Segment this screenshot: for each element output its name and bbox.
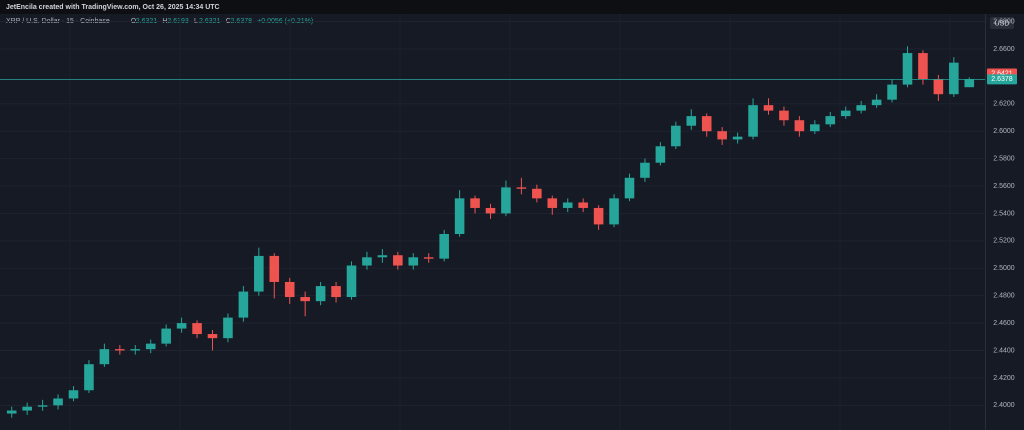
candle-body xyxy=(470,198,480,208)
candle-body xyxy=(393,255,403,266)
candle-body xyxy=(22,406,32,411)
y-tick-label: 2.4400 xyxy=(993,347,1015,354)
y-tick-label: 2.6200 xyxy=(993,101,1015,108)
candle-body xyxy=(53,398,63,406)
candle-body xyxy=(408,257,419,266)
candle-body xyxy=(933,79,944,95)
header-text: JetEncila created with TradingView.com, … xyxy=(6,4,220,11)
y-tick-label: 2.5200 xyxy=(993,238,1015,245)
currency-label: USD xyxy=(995,20,1010,27)
candle-body xyxy=(887,84,897,100)
candle-body xyxy=(902,53,913,85)
candle-body xyxy=(223,317,233,339)
candle-body xyxy=(717,131,727,140)
candle-body xyxy=(701,116,712,132)
candle-body xyxy=(192,323,202,335)
candle-body xyxy=(732,136,743,140)
candle-body xyxy=(346,265,357,298)
candle-body xyxy=(362,257,372,266)
plot xyxy=(6,46,975,418)
candle-body xyxy=(640,162,650,178)
candle-body xyxy=(485,207,496,214)
y-tick-label: 2.5400 xyxy=(993,210,1015,217)
y-tick-label: 2.5600 xyxy=(993,183,1015,190)
candle-body xyxy=(130,349,141,351)
candle-body xyxy=(578,202,588,208)
price-marker-box xyxy=(987,74,1017,85)
candle-body xyxy=(176,323,187,329)
candle-body xyxy=(238,291,249,318)
header-bar xyxy=(0,0,1024,14)
y-tick-label: 2.6800 xyxy=(993,18,1015,25)
candle-body xyxy=(516,187,527,189)
candle-body xyxy=(300,297,310,302)
candle-body xyxy=(37,405,48,407)
candle-body xyxy=(609,198,619,225)
candle-body xyxy=(331,286,341,298)
candle-body xyxy=(763,105,774,111)
candle-body xyxy=(547,198,558,208)
candle-body xyxy=(377,255,388,258)
candle-body xyxy=(423,257,434,259)
y-tick-label: 2.4600 xyxy=(993,320,1015,327)
candle-body xyxy=(918,53,928,80)
candle-body xyxy=(439,233,449,259)
candle-body xyxy=(454,198,465,234)
candle-body xyxy=(115,349,125,351)
candle-body xyxy=(562,202,573,208)
candle-body xyxy=(871,99,882,106)
candle-body xyxy=(68,390,79,399)
candle-body xyxy=(99,349,110,365)
candle-body xyxy=(501,187,511,214)
price-marker-label: 2.6421 xyxy=(991,70,1013,77)
y-tick-label: 2.5000 xyxy=(993,265,1015,272)
candle-body xyxy=(794,120,805,132)
y-tick-label: 2.4000 xyxy=(993,402,1015,409)
candle-body xyxy=(825,116,836,125)
candle-body xyxy=(145,343,156,350)
candle-body xyxy=(964,79,975,88)
candle-body xyxy=(856,105,866,111)
candle-body xyxy=(84,364,94,391)
candle-body xyxy=(840,110,851,117)
candle-body xyxy=(532,188,542,199)
candle-body xyxy=(269,255,280,282)
candle-body xyxy=(284,281,295,298)
candle-body xyxy=(254,255,264,292)
y-tick-label: 2.6600 xyxy=(993,46,1015,53)
candle-body xyxy=(315,286,326,302)
candle-body xyxy=(6,410,17,414)
currency-box xyxy=(990,17,1014,29)
y-tick-label: 2.6000 xyxy=(993,128,1015,135)
candle-body xyxy=(655,146,666,163)
y-tick-label: 2.4800 xyxy=(993,293,1015,300)
candle-body xyxy=(624,177,635,199)
candle-body xyxy=(810,124,820,132)
grid xyxy=(0,14,985,430)
candle-body xyxy=(671,125,681,147)
candle-body xyxy=(161,328,171,344)
price-marker-label: 2.6378 xyxy=(991,76,1013,83)
candle-body xyxy=(686,116,697,126)
candle-body xyxy=(748,105,758,137)
y-tick-label: 2.4200 xyxy=(993,375,1015,382)
candle-body xyxy=(207,334,218,339)
y-tick-label: 2.5800 xyxy=(993,155,1015,162)
candle-body xyxy=(593,207,604,225)
candle-body xyxy=(949,62,959,95)
candle-body xyxy=(779,110,789,121)
